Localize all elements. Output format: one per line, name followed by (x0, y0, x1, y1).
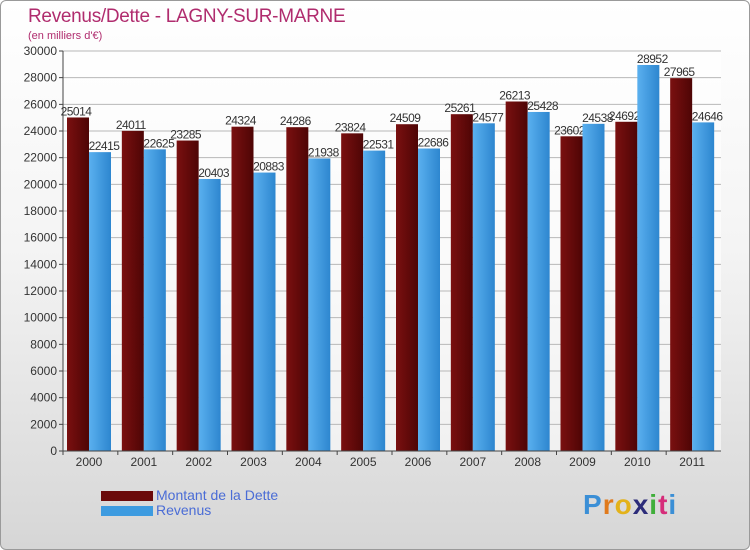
bar-dette (176, 140, 199, 452)
y-tick-label: 2000 (30, 417, 57, 431)
x-tick-label: 2007 (459, 455, 486, 469)
logo-letter: i (668, 489, 678, 520)
bar-revenus (308, 158, 331, 451)
data-label: 24509 (390, 111, 422, 125)
data-label: 22686 (418, 136, 450, 150)
bar-revenus (89, 152, 111, 451)
logo-letter: x (632, 489, 650, 520)
legend-label-dette: Montant de la Dette (156, 487, 279, 503)
data-label: 28952 (637, 52, 669, 66)
data-label: 24324 (225, 114, 257, 128)
bar-revenus (363, 150, 386, 451)
data-label: 24692 (609, 109, 641, 123)
bar-revenus (253, 172, 276, 451)
bar-dette (670, 78, 693, 451)
y-tick-label: 18000 (24, 204, 58, 218)
data-label: 20883 (253, 160, 285, 174)
legend-label-revenus: Revenus (156, 502, 212, 518)
y-tick-label: 22000 (24, 151, 58, 165)
x-tick-label: 2005 (350, 455, 377, 469)
y-tick-label: 6000 (30, 364, 57, 378)
y-tick-label: 16000 (24, 231, 58, 245)
y-tick-label: 4000 (30, 391, 57, 405)
legend-swatch-revenus (101, 506, 153, 516)
bar-revenus (472, 123, 495, 451)
chart-subtitle: (en milliers d'€) (28, 30, 103, 42)
y-tick-label: 28000 (24, 71, 58, 85)
data-label: 24538 (582, 111, 614, 125)
data-label: 21938 (308, 145, 340, 159)
x-tick-label: 2009 (569, 455, 596, 469)
bar-revenus (418, 148, 440, 451)
bar-revenus (582, 123, 605, 452)
x-tick-label: 2003 (240, 455, 267, 469)
x-tick-label: 2001 (130, 455, 157, 469)
x-tick-label: 2010 (624, 455, 651, 469)
data-label: 22531 (363, 138, 395, 152)
bar-revenus (143, 149, 166, 452)
y-tick-label: 26000 (24, 97, 58, 111)
legend-swatch-dette (101, 491, 153, 501)
data-label: 22415 (89, 139, 121, 153)
bar-dette (286, 127, 309, 451)
y-tick-label: 8000 (30, 337, 57, 351)
bar-dette (231, 126, 254, 452)
data-label: 25261 (444, 101, 476, 115)
y-tick-label: 10000 (24, 311, 58, 325)
bar-dette (396, 124, 418, 452)
y-tick-label: 0 (50, 444, 57, 458)
data-label: 26213 (499, 88, 531, 102)
data-label: 24011 (116, 118, 147, 132)
x-tick-label: 2006 (405, 455, 432, 469)
data-label: 25428 (527, 99, 559, 113)
bar-dette (341, 133, 364, 451)
bar-dette (67, 117, 89, 451)
bar-revenus (198, 178, 221, 451)
bar-revenus (637, 64, 660, 451)
bar-revenus (527, 111, 550, 452)
bar-dette (560, 136, 583, 451)
y-tick-label: 20000 (24, 177, 58, 191)
x-tick-label: 2008 (514, 455, 541, 469)
y-tick-label: 12000 (24, 284, 58, 298)
data-label: 23824 (335, 120, 367, 134)
y-tick-label: 24000 (24, 124, 58, 138)
data-label: 20403 (198, 166, 230, 180)
bar-dette (505, 101, 528, 451)
bar-dette (450, 114, 473, 451)
data-label: 23285 (170, 128, 202, 142)
y-tick-label: 30000 (24, 44, 58, 58)
x-tick-label: 2000 (76, 455, 103, 469)
x-tick-label: 2002 (185, 455, 212, 469)
logo-letter: r (602, 489, 615, 520)
logo-letter: i (649, 489, 659, 520)
logo-letter: t (658, 489, 669, 520)
data-label: 24577 (472, 110, 504, 124)
bar-dette (615, 121, 638, 452)
x-tick-label: 2004 (295, 455, 322, 469)
chart-title: Revenus/Dette - LAGNY-SUR-MARNE (28, 6, 346, 27)
data-label: 24286 (280, 114, 312, 128)
logo-letter: o (614, 489, 633, 520)
logo-letter: P (583, 489, 603, 520)
bar-dette (121, 130, 144, 451)
data-label: 24646 (692, 109, 724, 123)
proxiti-logo: Proxiti (583, 489, 677, 521)
data-label: 22625 (143, 136, 175, 150)
y-tick-label: 14000 (24, 257, 58, 271)
bar-revenus (692, 122, 715, 452)
data-label: 27965 (664, 65, 696, 79)
data-label: 25014 (61, 104, 93, 118)
plot-area (63, 51, 721, 451)
data-label: 23602 (554, 123, 586, 137)
x-tick-label: 2011 (679, 455, 705, 469)
